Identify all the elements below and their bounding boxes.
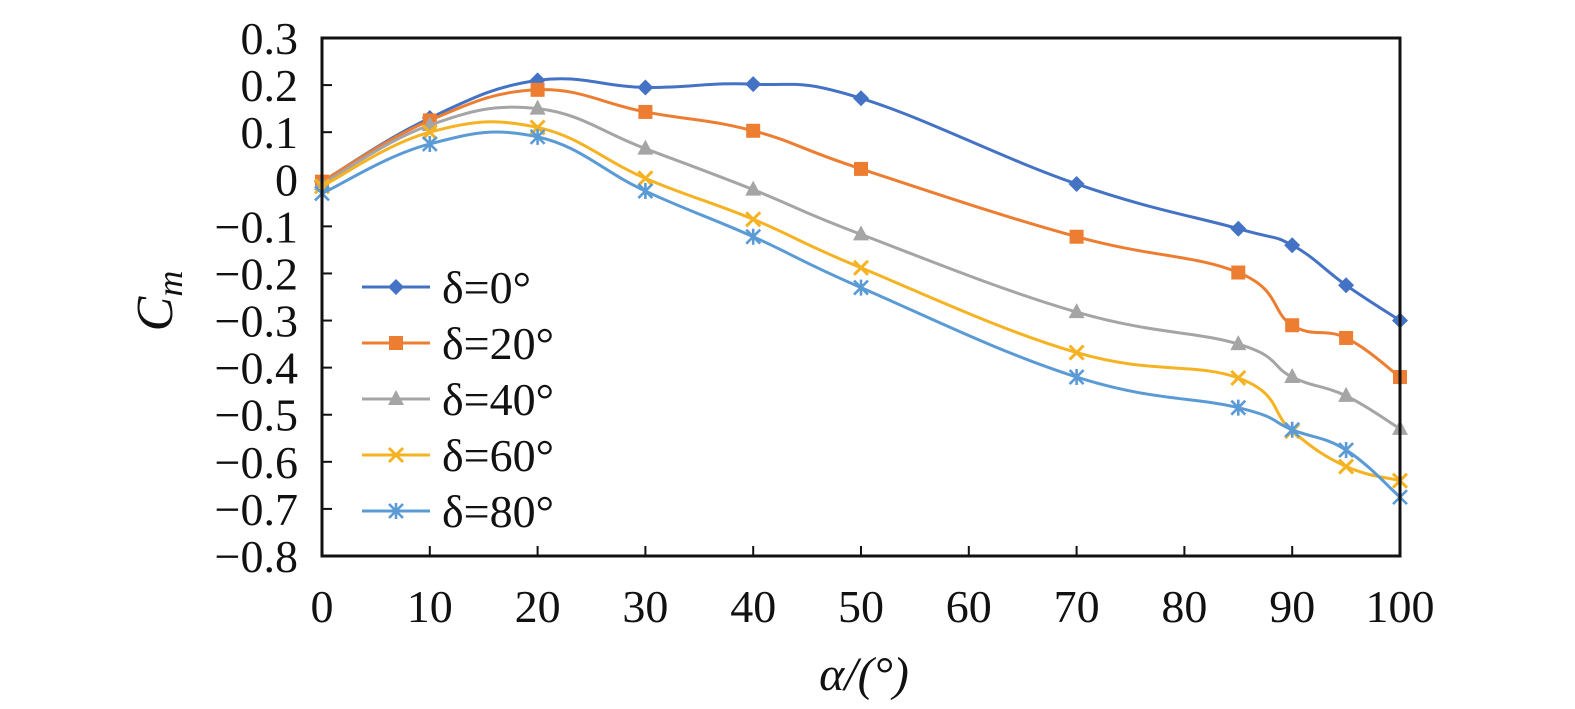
- data-point: [421, 135, 438, 152]
- data-point: [637, 139, 654, 155]
- y-tick-label: −0.5: [215, 390, 298, 441]
- legend-label: δ=20°: [442, 318, 554, 369]
- data-point: [1284, 368, 1301, 384]
- data-point: [1230, 335, 1247, 351]
- data-point: [1068, 344, 1085, 361]
- x-tick-label: 60: [946, 581, 992, 632]
- y-tick-label: −0.3: [215, 296, 298, 347]
- x-tick-label: 50: [838, 581, 884, 632]
- legend-swatch-marker: [388, 503, 404, 519]
- data-point: [745, 211, 762, 228]
- data-point: [745, 180, 762, 196]
- data-point: [1338, 277, 1355, 294]
- y-tick-label: −0.6: [215, 437, 298, 488]
- x-tick-label: 0: [311, 581, 334, 632]
- data-point: [853, 90, 869, 107]
- x-tick-label: 90: [1269, 581, 1315, 632]
- y-tick-label: 0.3: [241, 13, 299, 64]
- data-point: [854, 161, 868, 176]
- legend-label: δ=40°: [442, 374, 554, 425]
- y-tick-label: 0: [275, 154, 298, 205]
- data-point: [529, 128, 546, 145]
- data-point: [1285, 318, 1300, 333]
- legend-item: δ=20°: [362, 318, 554, 369]
- legend-label: δ=0°: [442, 262, 531, 313]
- data-point: [637, 183, 654, 200]
- data-point: [745, 76, 762, 93]
- y-axis-title-main: C: [127, 295, 184, 331]
- y-tick-label: −0.7: [215, 484, 298, 535]
- legend-swatch-marker: [388, 279, 404, 295]
- y-tick-label: 0.2: [241, 60, 299, 111]
- data-point: [421, 124, 438, 141]
- y-tick-labels: 0.30.20.10−0.1−0.2−0.3−0.4−0.5−0.6−0.7−0…: [215, 13, 298, 582]
- data-point: [1230, 369, 1247, 387]
- data-point: [1069, 229, 1084, 244]
- y-tick-label: −0.8: [215, 531, 298, 582]
- x-tick-label: 20: [515, 581, 561, 632]
- y-axis-title-sub: m: [150, 271, 190, 297]
- data-point: [637, 170, 654, 187]
- y-axis-title: Cm: [127, 271, 190, 332]
- x-tick-label: 40: [730, 581, 776, 632]
- data-point: [1230, 220, 1247, 237]
- y-tick-label: 0.1: [241, 107, 299, 158]
- data-point: [530, 82, 545, 97]
- data-point: [1230, 399, 1247, 416]
- legend-item: δ=80°: [362, 486, 554, 537]
- x-tick-label: 70: [1054, 581, 1100, 632]
- data-point: [1068, 369, 1085, 386]
- legend-item: δ=40°: [362, 374, 554, 425]
- legend: δ=0°δ=20°δ=40°δ=60°δ=80°: [362, 262, 554, 537]
- data-point: [1338, 458, 1355, 475]
- legend-label: δ=80°: [442, 486, 554, 537]
- data-point: [745, 228, 762, 245]
- data-point: [852, 259, 870, 276]
- data-point: [638, 104, 653, 119]
- plot-frame: [320, 36, 1402, 558]
- data-point: [853, 225, 869, 241]
- x-tick-label: 30: [622, 581, 668, 632]
- data-point: [746, 123, 761, 138]
- legend-swatch-marker: [387, 446, 405, 464]
- y-tick-label: −0.1: [215, 201, 298, 252]
- data-point: [1338, 442, 1355, 459]
- legend-label: δ=60°: [442, 430, 554, 481]
- data-point: [1231, 265, 1246, 280]
- y-tick-label: −0.2: [215, 248, 298, 299]
- data-point: [1284, 421, 1301, 438]
- x-tick-label: 100: [1366, 581, 1435, 632]
- data-point: [1284, 237, 1301, 254]
- legend-item: δ=0°: [362, 262, 531, 313]
- data-point: [853, 279, 869, 296]
- data-point: [637, 79, 654, 96]
- x-tick-label: 10: [407, 581, 453, 632]
- x-tick-label: 80: [1161, 581, 1207, 632]
- x-tick-labels: 0 10 20 30 40 50 60 70 80 90 100: [311, 581, 1435, 632]
- data-point: [1068, 175, 1085, 192]
- legend-swatch-marker: [389, 336, 403, 350]
- data-point: [1338, 386, 1355, 402]
- legend-swatch-marker: [388, 390, 404, 405]
- data-point: [529, 99, 546, 115]
- legend-item: δ=60°: [362, 430, 554, 481]
- series-layer: [313, 72, 1409, 506]
- data-point: [1339, 330, 1354, 345]
- x-axis-title: α/(°): [819, 648, 909, 701]
- data-point: [1068, 303, 1085, 319]
- y-tick-label: −0.4: [215, 343, 298, 394]
